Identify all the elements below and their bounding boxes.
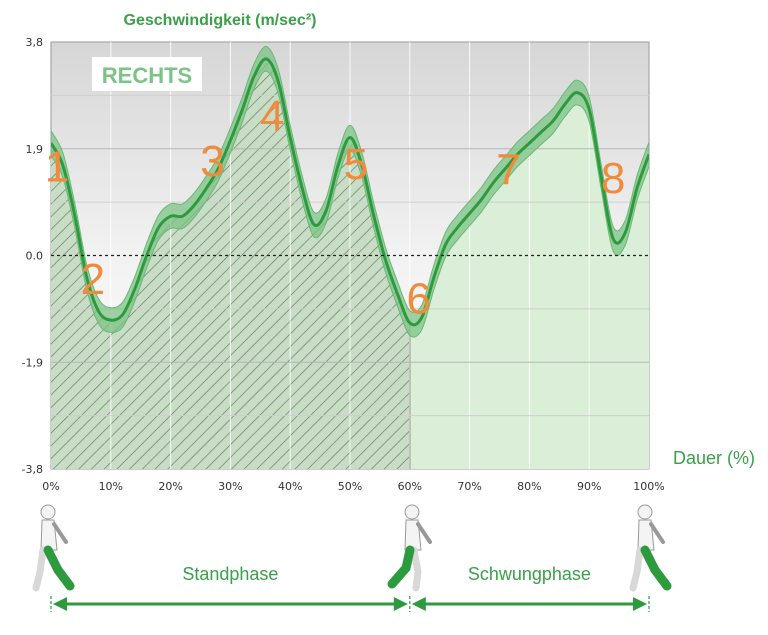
phase-number-label: 5 xyxy=(344,140,368,189)
series-line-group xyxy=(51,57,649,327)
x-tick-label: 20% xyxy=(158,480,182,493)
phase-number-label: 1 xyxy=(45,143,69,192)
phase-number-label: 4 xyxy=(260,92,284,141)
walker-figure-end xyxy=(629,504,672,592)
phase-number-label: 2 xyxy=(81,255,105,304)
x-tick-label: 60% xyxy=(398,480,422,493)
phase-arrow-head-right xyxy=(393,597,408,611)
chart-title: Geschwindigkeit (m/sec²) xyxy=(124,12,317,29)
y-tick-label: 1,9 xyxy=(26,143,44,156)
walker-figure-start xyxy=(32,504,75,592)
x-tick-label: 40% xyxy=(278,480,302,493)
walker-figure-mid xyxy=(387,504,432,592)
x-tick-label: 10% xyxy=(99,480,123,493)
x-tick-labels: 0% 10% 20% 30% 40% 50% 60% 70% 80% 90% 100% xyxy=(42,480,664,493)
phase-label: Standphase xyxy=(182,564,278,584)
side-badge: RECHTS xyxy=(102,63,192,88)
y-tick-label: -3,8 xyxy=(22,463,43,476)
x-tick-label: 0% xyxy=(42,480,59,493)
grid-lines xyxy=(51,42,649,469)
series-band-group xyxy=(51,45,649,338)
x-axis-label: Dauer (%) xyxy=(673,448,755,468)
y-tick-labels: 3,8 1,9 0.0 -1,9 -3,8 xyxy=(22,36,43,476)
y-tick-label: 0.0 xyxy=(26,250,44,263)
phase-number-label: 3 xyxy=(200,137,224,186)
x-tick-label: 50% xyxy=(338,480,362,493)
phase-number-label: 8 xyxy=(601,154,625,203)
phase-annotations: Standphase Schwungphase xyxy=(50,564,650,612)
phase-label: Schwungphase xyxy=(468,564,591,584)
badge-background xyxy=(92,57,202,91)
x-tick-label: 70% xyxy=(457,480,481,493)
x-tick-label: 30% xyxy=(218,480,242,493)
y-tick-label: 3,8 xyxy=(26,36,44,49)
phase-number-labels: 1 2 34 5 6 7 8 xyxy=(45,92,626,324)
x-tick-label: 90% xyxy=(577,480,601,493)
phase-arrow-head-right xyxy=(633,597,647,611)
x-tick-label: 80% xyxy=(517,480,541,493)
series-confidence-band xyxy=(51,45,649,338)
phase-arrow-head-left xyxy=(53,597,67,611)
phase-arrow-head-left xyxy=(411,597,426,611)
phase-number-label: 7 xyxy=(496,145,520,194)
series-line xyxy=(51,57,649,327)
phase-number-label: 6 xyxy=(407,275,431,324)
x-tick-label: 100% xyxy=(633,480,664,493)
y-tick-label: -1,9 xyxy=(22,356,43,369)
